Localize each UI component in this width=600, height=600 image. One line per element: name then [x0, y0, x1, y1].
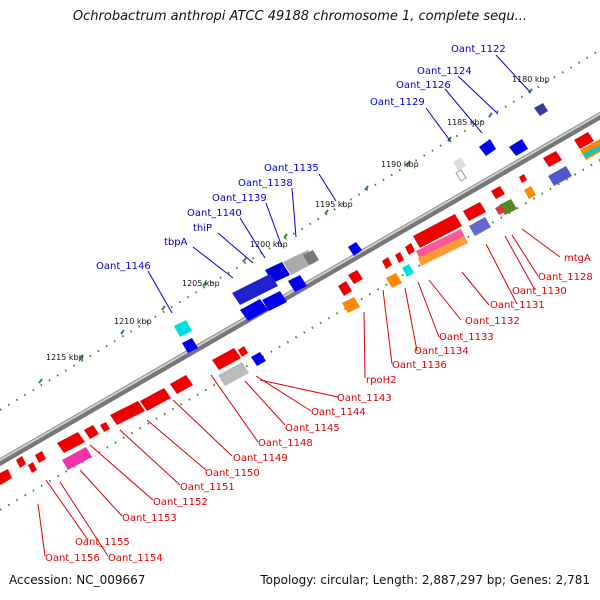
accession-text: Accession: NC_009667: [9, 573, 146, 587]
gene-label-reverse: Oant_1145: [285, 423, 340, 434]
gene-feature: [57, 432, 85, 453]
gene-feature: [413, 214, 462, 248]
gene-label-reverse: Oant_1130: [512, 286, 567, 297]
gene-feature: [463, 202, 486, 221]
gene-label-forward: Oant_1135: [264, 163, 319, 174]
gene-label-reverse: Oant_1150: [205, 468, 260, 479]
gene-feature: [100, 422, 110, 432]
tick-label: 1210 kbp: [114, 317, 152, 326]
gene-feature: [524, 186, 536, 199]
gene-feature: [218, 362, 249, 386]
gene-feature: [495, 205, 505, 215]
gene-label-reverse: Oant_1136: [392, 360, 447, 371]
forward-features: [174, 103, 548, 353]
gene-label-forward: Oant_1122: [451, 44, 506, 55]
gene-label-forward: Oant_1140: [187, 208, 242, 219]
gene-feature: [386, 273, 402, 288]
gene-label-reverse: Oant_1128: [538, 272, 593, 283]
gene-label-forward: Oant_1139: [212, 193, 267, 204]
gene-label-reverse: mtgA: [564, 253, 591, 264]
gene-label-forward: thiP: [193, 223, 212, 234]
gene-feature: [348, 270, 363, 284]
gene-label-reverse: Oant_1154: [108, 553, 163, 564]
reverse-features: [0, 132, 600, 485]
gene-feature: [84, 425, 99, 439]
gene-feature: [519, 174, 527, 183]
gene-feature: [382, 257, 392, 269]
outer-track: [0, 49, 600, 411]
gene-feature: [110, 401, 145, 425]
gene-feature: [548, 166, 572, 186]
gene-feature: [402, 264, 414, 277]
forward-leaders: [147, 54, 531, 314]
tick-label: 1190 kbp: [381, 160, 419, 169]
gene-feature: [338, 281, 352, 296]
gene-feature: [574, 132, 594, 149]
gene-label-reverse: Oant_1156: [45, 553, 100, 564]
gene-label-reverse: Oant_1133: [439, 332, 494, 343]
gene-feature: [170, 375, 193, 394]
gene-label-reverse: Oant_1134: [414, 346, 469, 357]
gene-label-reverse: Oant_1152: [153, 497, 208, 508]
tick-label: 1180 kbp: [512, 75, 550, 84]
gene-label-reverse: Oant_1151: [180, 482, 235, 493]
gene-label-reverse: Oant_1155: [75, 537, 130, 548]
gene-feature: [35, 451, 46, 463]
tick-label: 1185 kbp: [447, 118, 485, 127]
gene-label-reverse: rpoH2: [366, 375, 396, 386]
gene-label-forward: Oant_1124: [417, 66, 472, 77]
reverse-leaders: [37, 228, 561, 557]
gene-label-reverse: Oant_1132: [465, 316, 520, 327]
gene-feature: [140, 388, 171, 411]
gene-label-reverse: Oant_1153: [122, 513, 177, 524]
gene-feature: [479, 139, 496, 156]
tick-label: 1215 kbp: [46, 353, 84, 362]
gene-label-reverse: Oant_1148: [258, 438, 313, 449]
gene-feature: [251, 352, 266, 366]
gene-label-reverse: Oant_1144: [311, 407, 366, 418]
tick-label: 1200 kbp: [250, 240, 288, 249]
gene-label-reverse: Oant_1131: [490, 300, 545, 311]
gene-feature: [534, 103, 548, 116]
gene-feature: [262, 291, 287, 311]
tick-marks: [38, 88, 533, 384]
gene-feature: [418, 236, 468, 266]
gene-feature: [342, 297, 360, 313]
gene-label-reverse: Oant_1149: [233, 453, 288, 464]
gene-feature: [0, 469, 12, 485]
gene-feature: [453, 157, 466, 171]
tick-label: 1195 kbp: [315, 200, 353, 209]
gene-feature: [543, 151, 562, 167]
gene-feature: [491, 186, 505, 199]
tick-label: 1205 kbp: [182, 279, 220, 288]
gene-feature: [395, 252, 404, 263]
gene-label-reverse: Oant_1143: [337, 393, 392, 404]
topology-summary: Topology: circular; Length: 2,887,297 bp…: [260, 573, 590, 587]
gene-feature: [182, 338, 198, 353]
gene-feature: [62, 447, 92, 470]
gene-feature: [509, 139, 528, 156]
gene-feature: [303, 250, 319, 265]
gene-feature: [28, 462, 37, 473]
gene-feature: [238, 346, 248, 357]
gene-label-forward: Oant_1146: [96, 261, 151, 272]
gene-feature: [583, 145, 600, 158]
gene-feature: [212, 348, 241, 370]
gene-label-forward: Oant_1138: [238, 178, 293, 189]
gene-feature: [348, 242, 362, 256]
gene-feature: [455, 169, 467, 182]
gene-feature: [469, 217, 491, 236]
gene-feature: [240, 299, 268, 321]
map-title: Ochrobactrum anthropi ATCC 49188 chromos…: [72, 9, 528, 24]
gene-label-forward: tbpA: [164, 237, 188, 248]
gene-label-forward: Oant_1129: [370, 97, 425, 108]
gene-feature: [174, 320, 192, 337]
gene-feature: [232, 274, 278, 305]
gene-feature: [405, 243, 415, 255]
gene-feature: [16, 456, 26, 468]
gene-label-forward: Oant_1126: [396, 80, 451, 91]
gene-feature: [288, 275, 307, 292]
